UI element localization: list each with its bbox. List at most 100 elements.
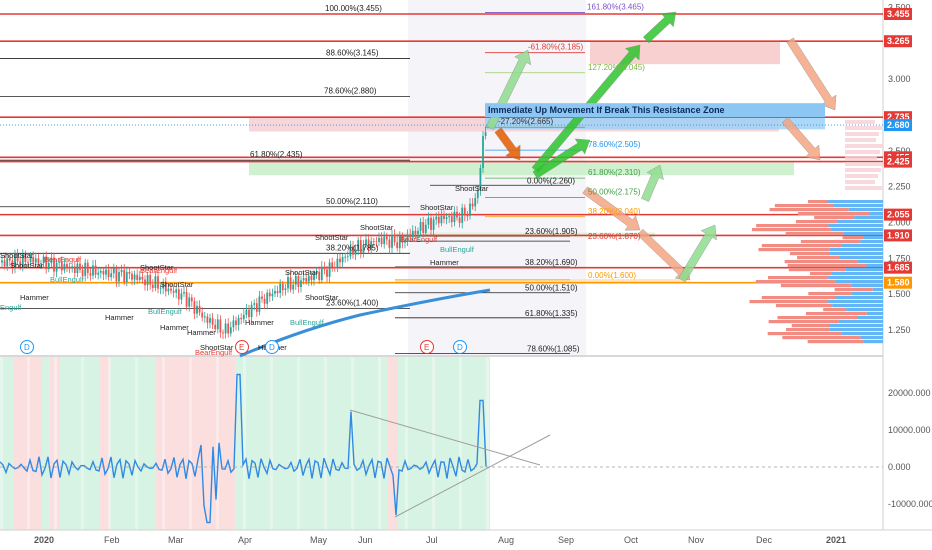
event-marker[interactable] <box>20 340 34 354</box>
price-label: 2.425 <box>887 157 910 167</box>
volume-profile-bar <box>828 324 883 328</box>
volume-profile-bar <box>823 308 847 312</box>
osc-band-stripe <box>189 357 192 530</box>
fib-label: 88.60%(3.145) <box>326 48 379 57</box>
candle-body <box>183 292 185 294</box>
event-marker[interactable] <box>420 340 434 354</box>
volume-profile-bar <box>767 276 829 280</box>
candle-body <box>305 278 308 282</box>
candle-body <box>352 246 354 255</box>
pattern-label: ShootStar <box>0 251 34 260</box>
candle-body <box>188 297 191 307</box>
candle-body <box>430 217 432 230</box>
x-axis-label: Jun <box>358 535 373 545</box>
candle-body <box>180 293 183 300</box>
osc-band-stripe <box>135 357 138 530</box>
candle-body <box>102 270 105 275</box>
candle-body <box>224 323 227 334</box>
candle-body <box>274 291 276 294</box>
candle-body <box>146 274 149 286</box>
event-marker[interactable] <box>453 340 467 354</box>
candle-body <box>66 263 68 268</box>
candle-body <box>391 234 393 248</box>
candle-body <box>437 216 440 224</box>
candle-body <box>136 274 139 280</box>
volume-profile-bar <box>860 336 883 340</box>
candle-body <box>240 317 243 320</box>
event-marker-label: D <box>24 343 30 352</box>
volume-profile-bar <box>845 150 880 154</box>
event-marker[interactable] <box>235 340 249 354</box>
volume-profile-bar <box>780 284 852 288</box>
candle-body <box>255 303 258 312</box>
oscillator-axis-tick: 10000.000 <box>888 425 931 435</box>
candle-body <box>229 327 232 334</box>
volume-profile-bar <box>866 312 883 316</box>
pattern-label: BullEngulf <box>440 245 475 254</box>
pattern-label: BullEngulf <box>50 275 85 284</box>
volume-profile-bar <box>814 216 855 220</box>
candle-body <box>266 292 269 304</box>
volume-profile-bar <box>828 276 883 280</box>
price-axis-tick: 2.000 <box>888 218 911 228</box>
candle-body <box>357 240 360 250</box>
volume-profile-bar <box>751 228 831 232</box>
event-marker-label: D <box>269 343 275 352</box>
volume-profile-bar <box>843 232 883 236</box>
candle-body <box>214 324 217 330</box>
volume-profile-bar <box>789 252 830 256</box>
candle-body <box>398 236 401 249</box>
oscillator-axis-tick: 20000.000 <box>888 388 931 398</box>
volume-profile-bar <box>784 260 858 264</box>
price-label-box <box>884 155 912 168</box>
pattern-label: ShootStar <box>315 233 349 242</box>
candle-body <box>118 272 120 282</box>
price-label: 2.055 <box>887 210 910 220</box>
osc-band-stripe <box>378 357 381 530</box>
candle-body <box>34 258 37 263</box>
candle-body <box>456 211 458 218</box>
candle-body <box>24 254 27 263</box>
pattern-label: BullEngulf <box>148 307 183 316</box>
candle-body <box>3 260 6 267</box>
x-axis-label: 2021 <box>826 535 846 545</box>
osc-band <box>42 357 50 530</box>
projection-arrow <box>532 138 591 179</box>
pattern-label: BearEngulf <box>400 235 438 244</box>
price-zone <box>249 162 794 176</box>
volume-profile-bar <box>845 168 881 172</box>
pattern-label: ShootStar <box>285 268 319 277</box>
x-axis-label: 2020 <box>34 535 54 545</box>
volume-profile-bar <box>809 272 832 276</box>
volume-profile-bar <box>863 340 883 344</box>
candle-body <box>76 263 79 274</box>
volume-profile-bar <box>828 300 883 304</box>
candle-body <box>201 312 204 318</box>
volume-profile-bar <box>851 284 883 288</box>
volume-profile-bar <box>845 174 878 178</box>
osc-band-stripe <box>54 357 57 530</box>
candle-body <box>172 290 175 293</box>
volume-profile-bar <box>758 248 830 252</box>
price-axis-tick: 3.000 <box>888 74 911 84</box>
candle-body <box>219 319 222 333</box>
candle-body <box>53 257 55 272</box>
candle-body <box>284 288 287 291</box>
candle-body <box>375 241 378 243</box>
event-marker[interactable] <box>265 340 279 354</box>
candle-body <box>471 203 474 207</box>
candle-body <box>302 278 305 281</box>
candle-body <box>242 314 245 320</box>
callout-box <box>485 103 825 118</box>
projection-arrow <box>781 117 821 161</box>
osc-band-stripe <box>270 357 273 530</box>
candle-body <box>328 262 331 277</box>
volume-profile-bar <box>767 332 842 336</box>
volume-profile-bar <box>832 304 883 308</box>
pattern-label: ShootStar <box>140 263 174 272</box>
candle-body <box>92 265 94 276</box>
volume-profile-bar <box>829 252 883 256</box>
candle-body <box>157 276 159 289</box>
candle-body <box>367 239 370 249</box>
